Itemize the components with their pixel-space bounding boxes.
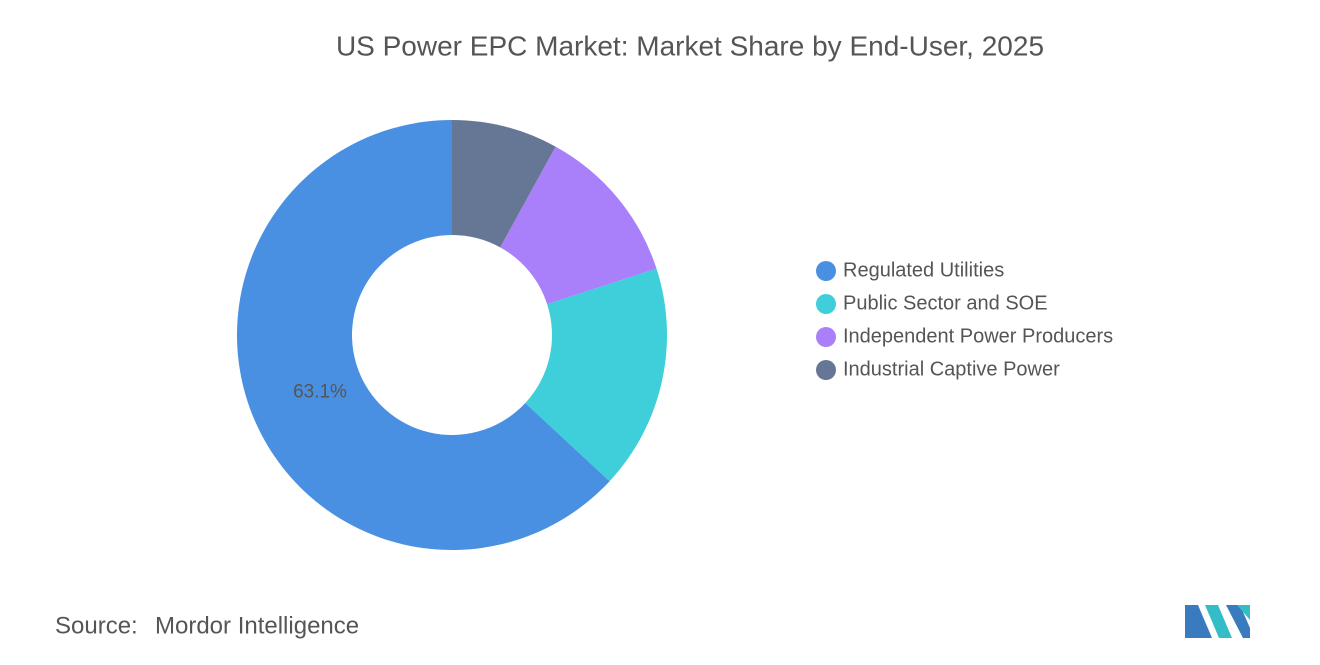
data-label: 63.1% [293, 382, 347, 403]
chart-title: US Power EPC Market: Market Share by End… [336, 30, 1044, 61]
legend-label: Industrial Captive Power [843, 358, 1060, 380]
donut-slice [500, 146, 657, 305]
legend-marker [816, 294, 836, 314]
legend-label: Regulated Utilities [843, 259, 1004, 281]
source-label: Source: [55, 612, 138, 639]
donut-slice [452, 120, 556, 248]
donut-slice [236, 120, 610, 550]
legend-marker [816, 327, 836, 347]
legend-marker [816, 360, 836, 380]
legend-label: Independent Power Producers [843, 325, 1113, 347]
legend-label: Public Sector and SOE [843, 292, 1048, 314]
source: Mordor Intelligence [155, 612, 359, 639]
logo [1185, 605, 1250, 638]
donut-slice [525, 268, 667, 482]
legend-marker [816, 261, 836, 281]
